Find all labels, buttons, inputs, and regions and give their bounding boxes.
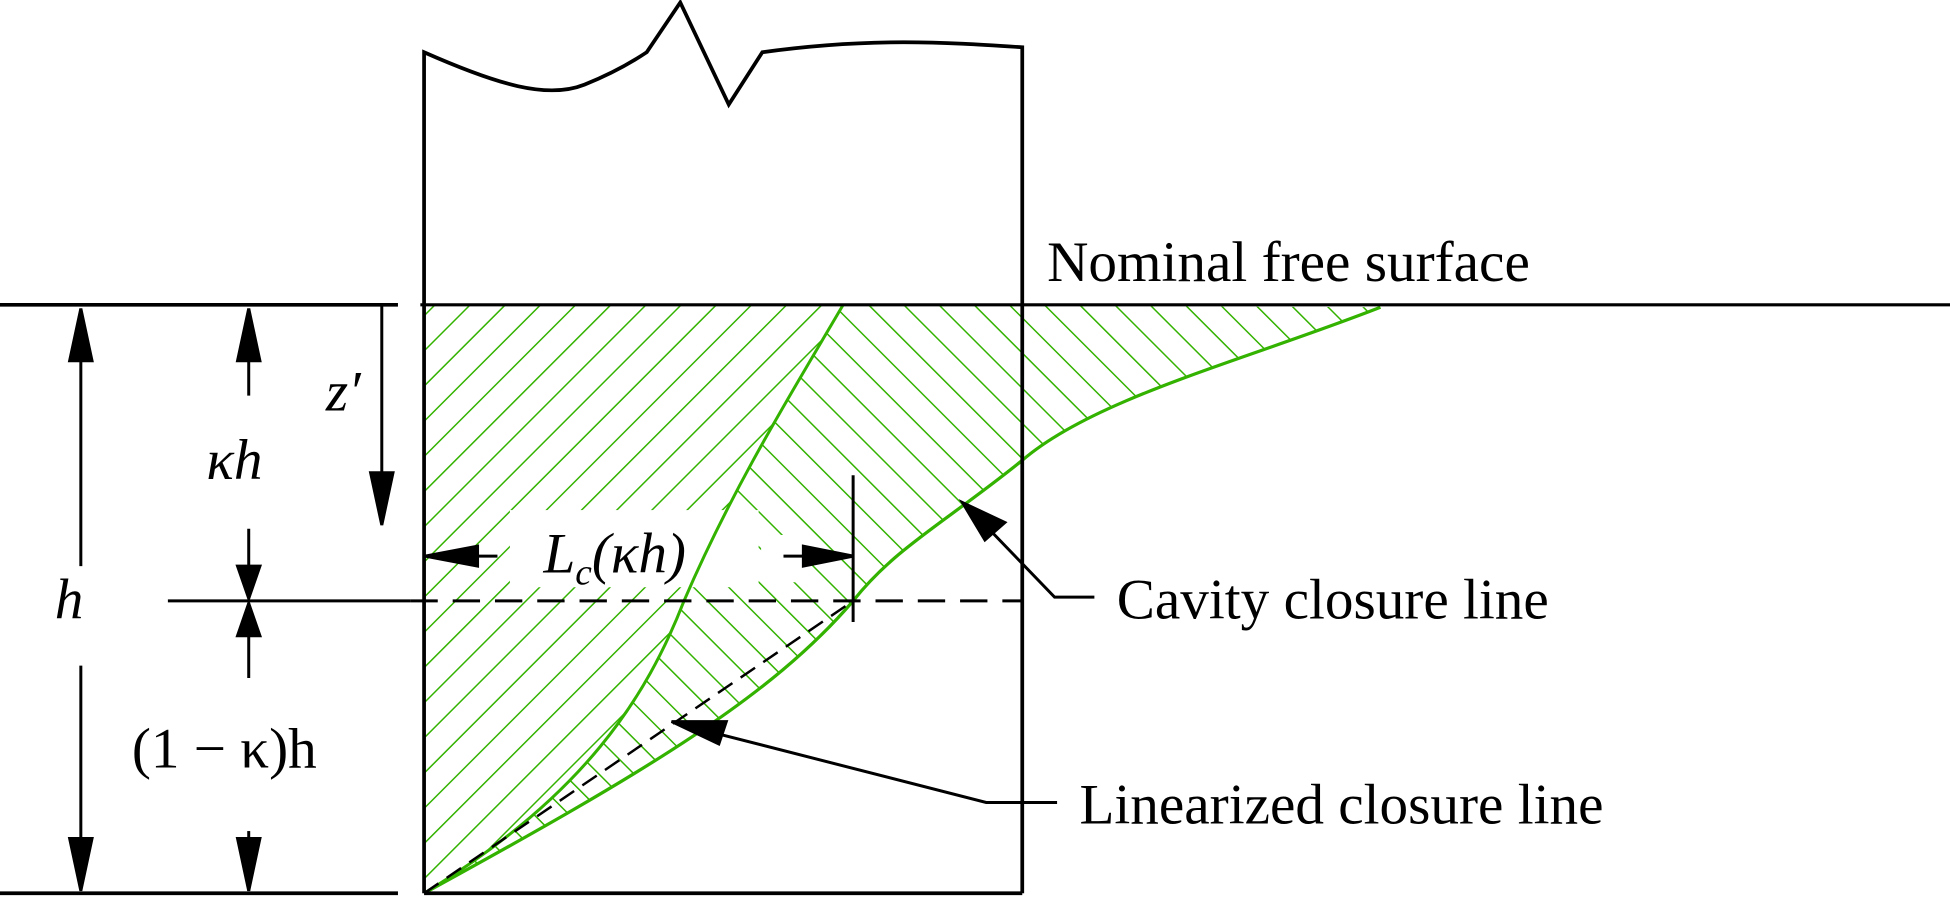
linearized-closure-line [423,599,854,895]
one-minus-kappa-h-label: (1 − κ)h [132,718,317,781]
cavity-closure-leader [958,499,1095,599]
label-backdrop [509,510,759,588]
z-prime-arrow [368,304,395,526]
h-label: h [55,568,84,631]
cavity-closure-label: Cavity closure line [1117,568,1549,631]
cavity-closure-line [423,305,1382,895]
free-surface-label: Nominal free surface [1047,231,1530,294]
column-outline [422,0,1025,894]
linearized-closure-label: Linearized closure line [1079,774,1603,837]
h-dimension-arrow [67,308,94,892]
kappa-h-dimension-arrow [235,308,263,892]
lc-dimension-arrows [425,475,855,623]
linearized-closure-leader [670,720,1058,804]
lc-label: Lc(κh) [542,522,686,593]
cavity-region-outer [424,304,1381,894]
kappa-h-label: κh [206,429,262,492]
cavity-region-inner [424,304,844,894]
z-prime-label: z′ [325,361,362,424]
